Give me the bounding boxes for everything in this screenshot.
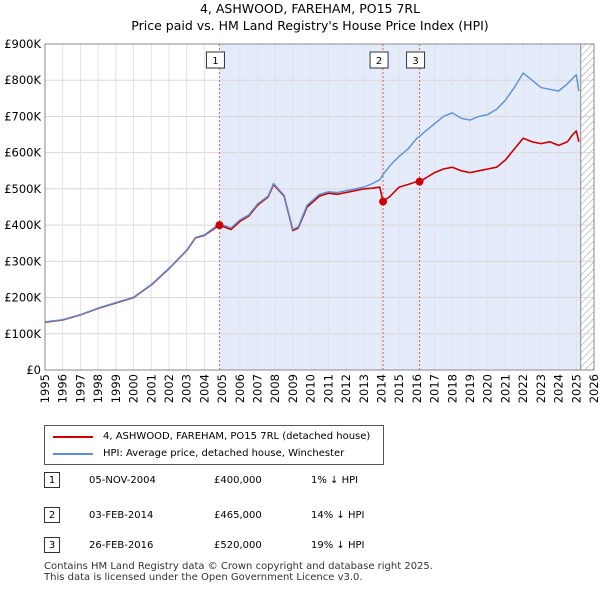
sale-point: [415, 177, 424, 186]
sale-label: 2: [369, 51, 389, 69]
x-tick-label: 1999: [109, 374, 123, 403]
y-tick-label: £0: [26, 363, 41, 377]
sale-row: 1 05-NOV-2004 £400,000 1% ↓ HPI: [44, 472, 404, 490]
sale-label-text: 3: [412, 56, 418, 67]
ownership-shade: [219, 44, 581, 370]
sale-price: £520,000: [214, 540, 262, 551]
x-tick-label: 2004: [197, 374, 211, 403]
sale-row: 2 03-FEB-2014 £465,000 14% ↓ HPI: [44, 507, 404, 525]
sale-label-box: [406, 51, 426, 69]
x-tick-label: 2017: [428, 374, 442, 403]
x-tick-label: 2022: [516, 374, 530, 403]
x-tick-label: 1998: [91, 374, 105, 403]
sale-number-badge: 3: [44, 537, 60, 553]
sale-label-box: [205, 51, 225, 69]
x-tick-label: 2012: [339, 374, 353, 403]
sale-date: 26-FEB-2016: [89, 540, 154, 551]
footer-line-2: This data is licensed under the Open Gov…: [44, 572, 363, 583]
sale-row: 3 26-FEB-2016 £520,000 19% ↓ HPI: [44, 537, 404, 555]
sale-label: 1: [205, 51, 225, 69]
series-line-hpi: [44, 72, 580, 323]
x-tick-label: 2020: [481, 374, 495, 403]
sale-hpi-diff: 1% ↓ HPI: [311, 475, 359, 486]
x-tick-label: 2011: [321, 374, 335, 403]
y-tick-label: £700K: [4, 109, 41, 123]
x-tick-label: 1996: [56, 374, 70, 403]
y-tick-label: £600K: [4, 146, 41, 160]
sale-label-box: [369, 51, 389, 69]
footer-line-1: Contains HM Land Registry data © Crown c…: [44, 561, 433, 572]
sale-number-badge: 1: [44, 472, 60, 488]
footer-attribution: Contains HM Land Registry data © Crown c…: [44, 561, 433, 583]
x-tick-label: 2009: [286, 374, 300, 403]
x-tick-label: 2013: [357, 374, 371, 403]
legend-label-property: 4, ASHWOOD, FAREHAM, PO15 7RL (detached …: [103, 431, 371, 442]
sale-price: £465,000: [214, 510, 262, 521]
price-chart: 4, ASHWOOD, FAREHAM, PO15 7RL Price paid…: [4, 1, 600, 403]
legend-swatch-property: [53, 435, 93, 438]
y-tick-label: £800K: [4, 73, 41, 87]
x-tick-label: 2015: [392, 374, 406, 403]
sale-hpi-diff: 19% ↓ HPI: [311, 540, 365, 551]
y-tick-label: £500K: [4, 182, 41, 196]
sale-date: 05-NOV-2004: [89, 475, 156, 486]
sale-label-text: 2: [376, 56, 382, 67]
legend-item-hpi: HPI: Average price, detached house, Winc…: [53, 448, 344, 460]
x-tick-label: 2026: [587, 374, 600, 403]
sale-label: 3: [406, 51, 426, 69]
x-tick-label: 2019: [463, 374, 477, 403]
sale-number-badge: 2: [44, 507, 60, 523]
x-tick-label: 2002: [162, 374, 176, 403]
x-tick-label: 2014: [374, 374, 388, 403]
sale-label-text: 1: [212, 56, 218, 67]
x-tick-label: 2018: [445, 374, 459, 403]
y-tick-label: £300K: [4, 254, 41, 268]
chart-title: 4, ASHWOOD, FAREHAM, PO15 7RL: [200, 1, 420, 16]
legend-swatch-hpi: [53, 452, 93, 455]
sale-date: 03-FEB-2014: [89, 510, 154, 521]
sale-point: [215, 221, 224, 230]
legend-item-property: 4, ASHWOOD, FAREHAM, PO15 7RL (detached …: [53, 431, 370, 443]
chart-subtitle: Price paid vs. HM Land Registry's House …: [131, 18, 488, 33]
y-tick-label: £400K: [4, 218, 41, 232]
x-tick-label: 2006: [233, 374, 247, 403]
x-tick-label: 2021: [498, 374, 512, 403]
x-tick-label: 2010: [304, 374, 318, 403]
x-tick-label: 2016: [410, 374, 424, 403]
y-tick-label: £900K: [4, 37, 41, 51]
legend: 4, ASHWOOD, FAREHAM, PO15 7RL (detached …: [44, 425, 384, 465]
x-tick-label: 2024: [552, 374, 566, 403]
forecast-hatch: [580, 44, 594, 370]
x-tick-label: 1997: [73, 374, 87, 403]
y-tick-label: £100K: [4, 327, 41, 341]
plot-frame: [44, 43, 595, 371]
x-tick-label: 1995: [38, 374, 52, 403]
x-tick-label: 2000: [127, 374, 141, 403]
x-tick-label: 2001: [144, 374, 158, 403]
sale-point: [379, 197, 388, 206]
x-tick-label: 2023: [534, 374, 548, 403]
x-tick-label: 2003: [180, 374, 194, 403]
y-tick-label: £200K: [4, 291, 41, 305]
x-tick-label: 2008: [268, 374, 282, 403]
x-tick-label: 2005: [215, 374, 229, 403]
x-tick-label: 2007: [251, 374, 265, 403]
sale-hpi-diff: 14% ↓ HPI: [311, 510, 365, 521]
sale-price: £400,000: [214, 475, 262, 486]
x-tick-label: 2025: [569, 374, 583, 403]
legend-label-hpi: HPI: Average price, detached house, Winc…: [103, 448, 345, 459]
